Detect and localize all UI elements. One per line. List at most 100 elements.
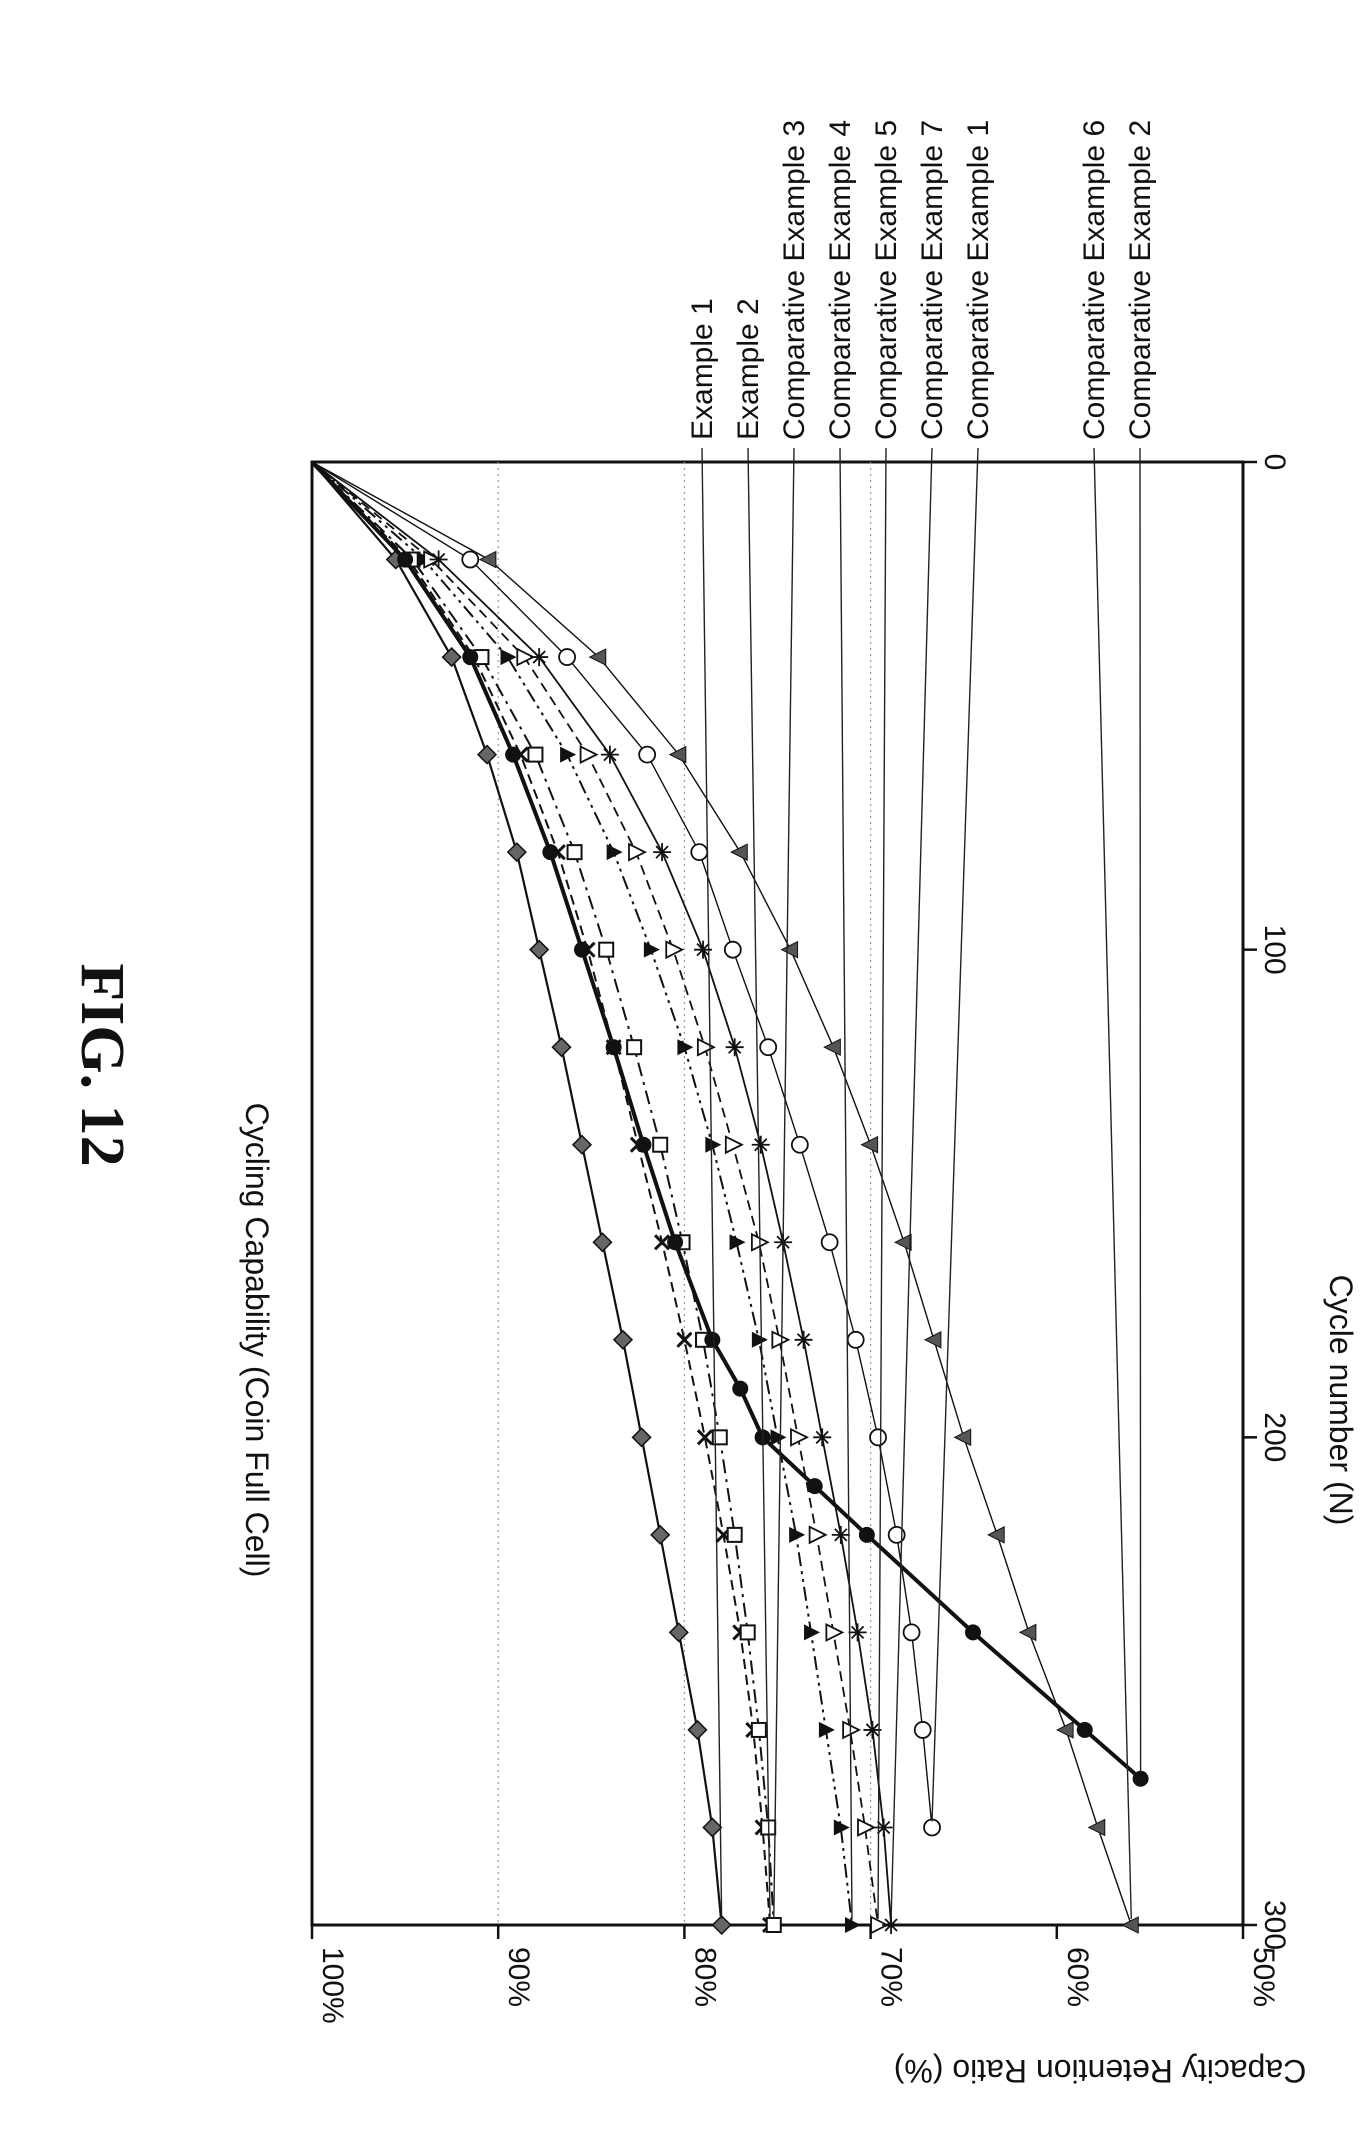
data-point-comparative-example-4 (729, 1234, 746, 1251)
y-tick-label: 70% (875, 1947, 908, 2007)
data-point-comparative-example-3 (598, 941, 615, 958)
data-point-comparative-example-1 (820, 1233, 839, 1252)
data-point-comparative-example-5 (665, 940, 685, 960)
data-point-comparative-example-6 (893, 1233, 912, 1252)
data-point-comparative-example-2 (858, 1526, 875, 1543)
data-point-comparative-example-5 (857, 1818, 877, 1837)
legend-leader-line (747, 447, 771, 1920)
data-point-comparative-example-4 (844, 1917, 861, 1933)
data-point-comparative-example-3 (765, 1917, 782, 1933)
data-point-comparative-example-4 (500, 649, 517, 666)
legend-leader-line (877, 447, 887, 1920)
series-line-example-1 (311, 461, 723, 1926)
series-line-comparative-example-2 (310, 460, 1142, 1781)
data-point-comparative-example-2 (1132, 1770, 1149, 1787)
data-point-example-1 (687, 1719, 708, 1740)
data-point-comparative-example-1 (846, 1330, 865, 1349)
data-point-comparative-example-4 (833, 1819, 850, 1836)
data-point-comparative-example-6 (1121, 1916, 1139, 1934)
data-point-comparative-example-5 (870, 1915, 890, 1935)
data-point-comparative-example-7 (600, 745, 619, 764)
data-point-comparative-example-4 (560, 746, 577, 763)
data-point-comparative-example-6 (923, 1330, 942, 1349)
x-axis-label: Cycle number (N) (1323, 1275, 1359, 1526)
data-point-comparative-example-6 (953, 1428, 972, 1447)
data-point-comparative-example-1 (759, 1038, 778, 1057)
data-point-comparative-example-3 (566, 844, 583, 861)
data-point-comparative-example-2 (667, 1234, 684, 1251)
data-point-comparative-example-5 (628, 842, 648, 862)
data-point-comparative-example-3 (711, 1429, 728, 1446)
series-line-comparative-example-7 (311, 461, 892, 1926)
plot-frame (310, 460, 1245, 1927)
data-point-comparative-example-5 (724, 1135, 744, 1155)
data-point-comparative-example-2 (542, 844, 559, 861)
data-point-example-1 (711, 1914, 732, 1936)
data-point-comparative-example-4 (789, 1526, 806, 1543)
data-point-comparative-example-6 (1018, 1623, 1037, 1642)
data-point-comparative-example-7 (813, 1428, 832, 1447)
data-point-comparative-example-1 (558, 648, 576, 666)
data-point-comparative-example-7 (725, 1038, 744, 1057)
data-point-comparative-example-1 (869, 1428, 887, 1447)
data-point-example-1 (631, 1427, 652, 1448)
legend-label-comparative-example-1: Comparative Example 1 (962, 120, 995, 440)
data-point-comparative-example-2 (573, 941, 590, 958)
data-point-example-2 (696, 1429, 713, 1446)
data-point-comparative-example-7 (863, 1720, 882, 1739)
data-point-comparative-example-7 (429, 550, 448, 569)
data-point-comparative-example-2 (605, 1039, 622, 1056)
data-point-comparative-example-2 (806, 1478, 823, 1495)
data-point-comparative-example-4 (705, 1136, 722, 1153)
data-point-comparative-example-7 (530, 648, 549, 667)
data-point-comparative-example-1 (723, 940, 742, 959)
data-point-example-1 (571, 1134, 593, 1155)
data-point-comparative-example-7 (794, 1330, 813, 1349)
y-tick-label: 60% (1061, 1947, 1094, 2007)
legend-label-comparative-example-2: Comparative Example 2 (1124, 120, 1157, 440)
y-axis-label: Capacity Retention Ratio (%) (894, 2053, 1307, 2089)
legend-label-comparative-example-5: Comparative Example 5 (870, 120, 903, 440)
data-point-comparative-example-3 (626, 1039, 643, 1056)
series-line-comparative-example-6 (311, 461, 1132, 1926)
data-point-comparative-example-7 (831, 1525, 850, 1544)
data-point-example-1 (551, 1037, 572, 1058)
data-point-comparative-example-5 (808, 1525, 828, 1545)
data-point-example-1 (592, 1232, 613, 1253)
x-tick-label: 100 (1258, 925, 1291, 975)
legend-leader-line (1093, 447, 1132, 1920)
data-point-comparative-example-7 (874, 1818, 893, 1837)
plot-area: 100% 90% 80% 70% 60% 50% 0 100 200 300 Example 1 Ex… (310, 120, 1291, 2024)
data-point-comparative-example-6 (588, 648, 607, 666)
data-point-comparative-example-6 (478, 550, 497, 569)
data-point-example-1 (650, 1524, 671, 1545)
data-point-comparative-example-3 (739, 1624, 756, 1641)
data-point-comparative-example-2 (965, 1624, 982, 1641)
legend-leader-line (1139, 447, 1142, 1773)
data-point-comparative-example-7 (653, 843, 672, 862)
y-tick-label: 50% (1247, 1947, 1280, 2007)
data-point-comparative-example-3 (726, 1526, 743, 1543)
series-line-comparative-example-3 (311, 461, 775, 1926)
data-point-comparative-example-3 (652, 1136, 669, 1153)
data-point-comparative-example-1 (887, 1525, 906, 1544)
data-point-comparative-example-2 (732, 1380, 749, 1397)
data-point-example-2 (653, 1234, 671, 1251)
legend-leader-line (931, 447, 979, 1822)
data-point-comparative-example-4 (751, 1331, 768, 1348)
x-tick-label: 0 (1258, 454, 1291, 471)
y-tick-label: 80% (688, 1947, 721, 2007)
data-point-comparative-example-6 (987, 1526, 1005, 1544)
data-point-comparative-example-7 (751, 1135, 770, 1154)
data-point-comparative-example-4 (677, 1039, 694, 1056)
series-line-example-2 (311, 461, 772, 1926)
series-line-comparative-example-5 (311, 461, 879, 1926)
data-point-comparative-example-7 (694, 940, 713, 959)
x-tick-label: 300 (1258, 1900, 1291, 1950)
data-point-comparative-example-6 (823, 1038, 841, 1057)
data-point-example-1 (612, 1329, 634, 1350)
chart-title: Cycling Capability (Coin Full Cell) (239, 1103, 275, 1578)
series-line-comparative-example-4 (311, 461, 853, 1926)
data-point-comparative-example-4 (606, 844, 623, 861)
